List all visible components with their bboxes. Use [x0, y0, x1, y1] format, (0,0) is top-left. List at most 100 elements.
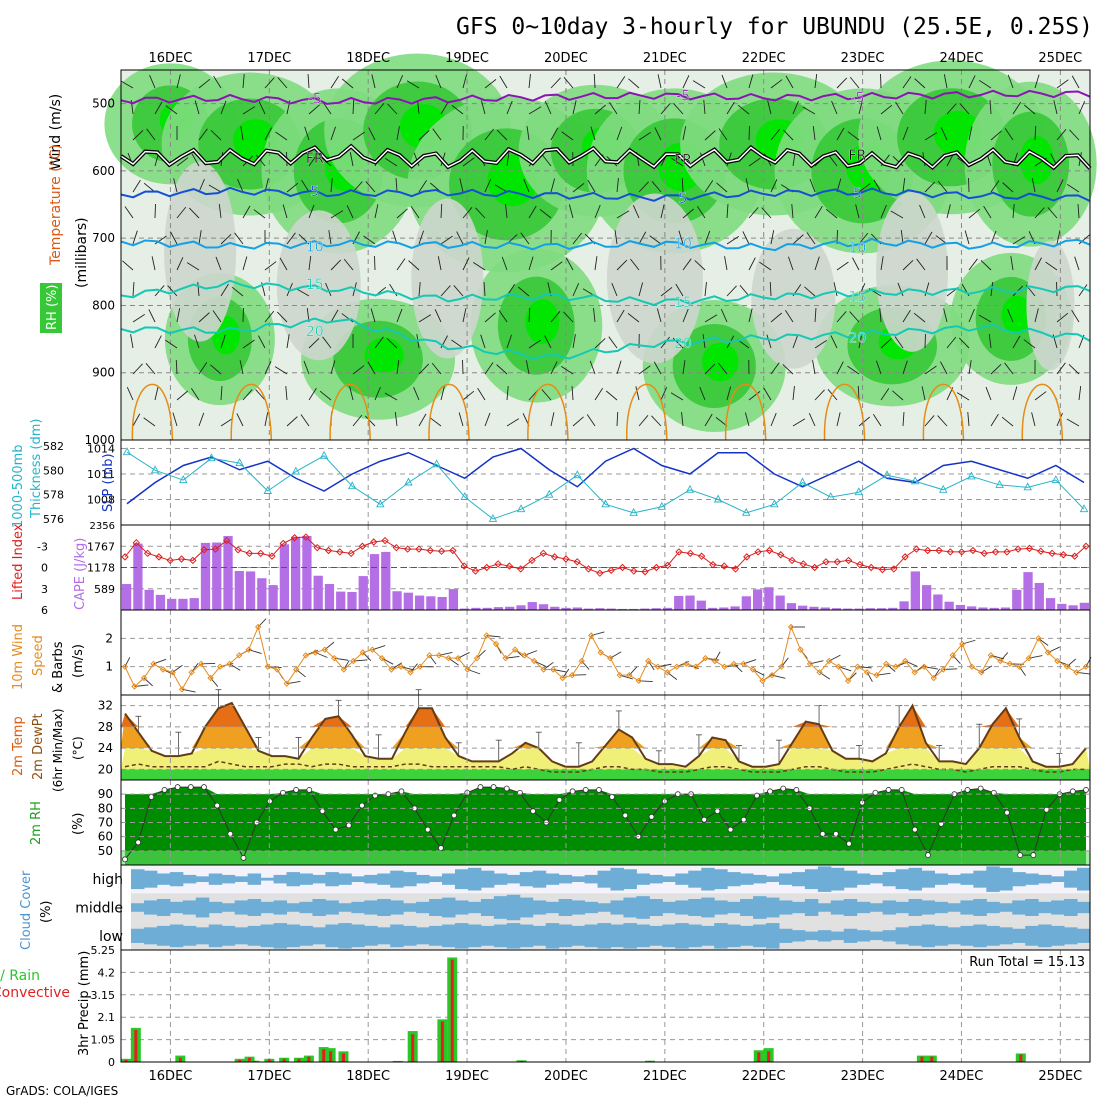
- wind-barb: [1034, 207, 1045, 219]
- cape-bar: [561, 607, 571, 610]
- wind-barb: [924, 415, 935, 427]
- wind-barb: [704, 314, 718, 323]
- wind-barb: [1023, 339, 1036, 349]
- wind-barb: [440, 386, 445, 401]
- cloud-bar: [830, 867, 845, 891]
- precip-convective-bar: [440, 1021, 444, 1062]
- wind-point: [902, 657, 909, 665]
- cape-bar: [245, 571, 256, 610]
- wind-barb: [937, 180, 948, 193]
- wind-point: [492, 640, 500, 648]
- wind-barb: [417, 100, 420, 115]
- li-point: [697, 552, 706, 560]
- rh-point: [148, 794, 155, 800]
- wind-barb: [847, 365, 860, 375]
- cloud-bar: [299, 873, 313, 885]
- cloud-bar: [947, 927, 961, 945]
- li-point: [494, 560, 502, 568]
- wind-barb: [770, 312, 783, 323]
- cloud-bar: [908, 925, 923, 946]
- wind-point: [949, 652, 956, 659]
- wind-barb: [879, 308, 882, 323]
- wind-barb: [985, 386, 992, 401]
- wind-point: [654, 663, 662, 670]
- wind-barb: [660, 287, 673, 297]
- wind-barb: [682, 258, 692, 271]
- cape-tick-label: 2356: [90, 521, 115, 532]
- wind-barb: [858, 232, 869, 245]
- wind-barb: [638, 100, 641, 115]
- cape-bar: [595, 608, 605, 610]
- wind-barb: [704, 130, 716, 141]
- axis-title: 10m Wind: [11, 624, 26, 690]
- wind-barb: [1034, 125, 1037, 141]
- wind-barb: [198, 362, 208, 375]
- wind-barb: [968, 208, 981, 219]
- wind-point: [216, 663, 224, 670]
- wind-barb: [682, 360, 686, 375]
- cloud-bar: [558, 874, 573, 884]
- thickness-point: [798, 477, 807, 486]
- wind-barb: [374, 386, 381, 401]
- precip-convective-bar: [238, 1059, 242, 1062]
- cloud-bar: [610, 867, 624, 891]
- thickness-point: [235, 458, 244, 467]
- cloud-bar: [882, 900, 897, 915]
- precip-convective-bar: [767, 1051, 771, 1062]
- wind-barb: [210, 129, 222, 141]
- thickness-point: [685, 484, 695, 493]
- cloud-bar: [766, 897, 780, 918]
- wind-barb: [769, 281, 772, 297]
- wind-point: [521, 652, 528, 659]
- wind-barb: [635, 386, 640, 401]
- wind-barb: [716, 182, 728, 193]
- wind-point: [188, 669, 195, 676]
- wind-point: [359, 649, 367, 656]
- li-point: [743, 553, 751, 561]
- cloud-bar: [416, 874, 430, 884]
- wind-barb: [858, 100, 863, 115]
- wind-barb: [242, 106, 256, 115]
- cape-bar: [279, 544, 290, 610]
- thickness-point: [713, 494, 723, 503]
- wind-barb: [748, 74, 754, 89]
- wind-barb: [836, 261, 849, 271]
- thickness-point: [967, 471, 976, 480]
- wind-barb: [759, 261, 772, 271]
- cape-bar: [640, 608, 650, 610]
- surface-isotherm: [823, 383, 866, 441]
- wind-barb: [1002, 182, 1014, 193]
- wind-barb: [418, 180, 428, 193]
- surface-isotherm: [131, 383, 174, 441]
- wind-barb: [198, 178, 205, 193]
- wind-barb: [365, 181, 376, 193]
- pressure-tick-label: 500: [92, 97, 115, 111]
- axis-title: 2m RH: [29, 801, 44, 845]
- isotherm-line: [120, 89, 1091, 105]
- wind-barb: [632, 205, 640, 219]
- date-tick-label: 19DEC: [445, 51, 489, 66]
- cloud-bar: [973, 899, 987, 916]
- cloud-bar: [753, 874, 767, 884]
- wind-point: [664, 669, 671, 676]
- wind-barb: [748, 207, 759, 219]
- cloud-bar: [636, 896, 650, 919]
- cape-bar: [809, 606, 819, 610]
- li-tick-label: 3: [41, 583, 48, 596]
- wind-barb: [396, 258, 406, 271]
- wind-point: [607, 654, 614, 662]
- wind-barb: [979, 79, 992, 89]
- wind-point: [578, 657, 585, 665]
- wind-barb: [718, 362, 728, 375]
- precip-tick-label: 1.05: [91, 1034, 116, 1047]
- rh-fill: [121, 850, 1090, 865]
- wind-barb: [506, 386, 509, 401]
- li-point: [822, 558, 830, 566]
- wind-barb: [763, 387, 772, 401]
- cloud-bar: [766, 923, 780, 949]
- wind-barb: [638, 365, 651, 375]
- wind-barb: [330, 76, 340, 89]
- wind-tick-label: 2: [105, 631, 113, 645]
- cloud-bar: [325, 872, 339, 887]
- thickness-point: [995, 479, 1004, 488]
